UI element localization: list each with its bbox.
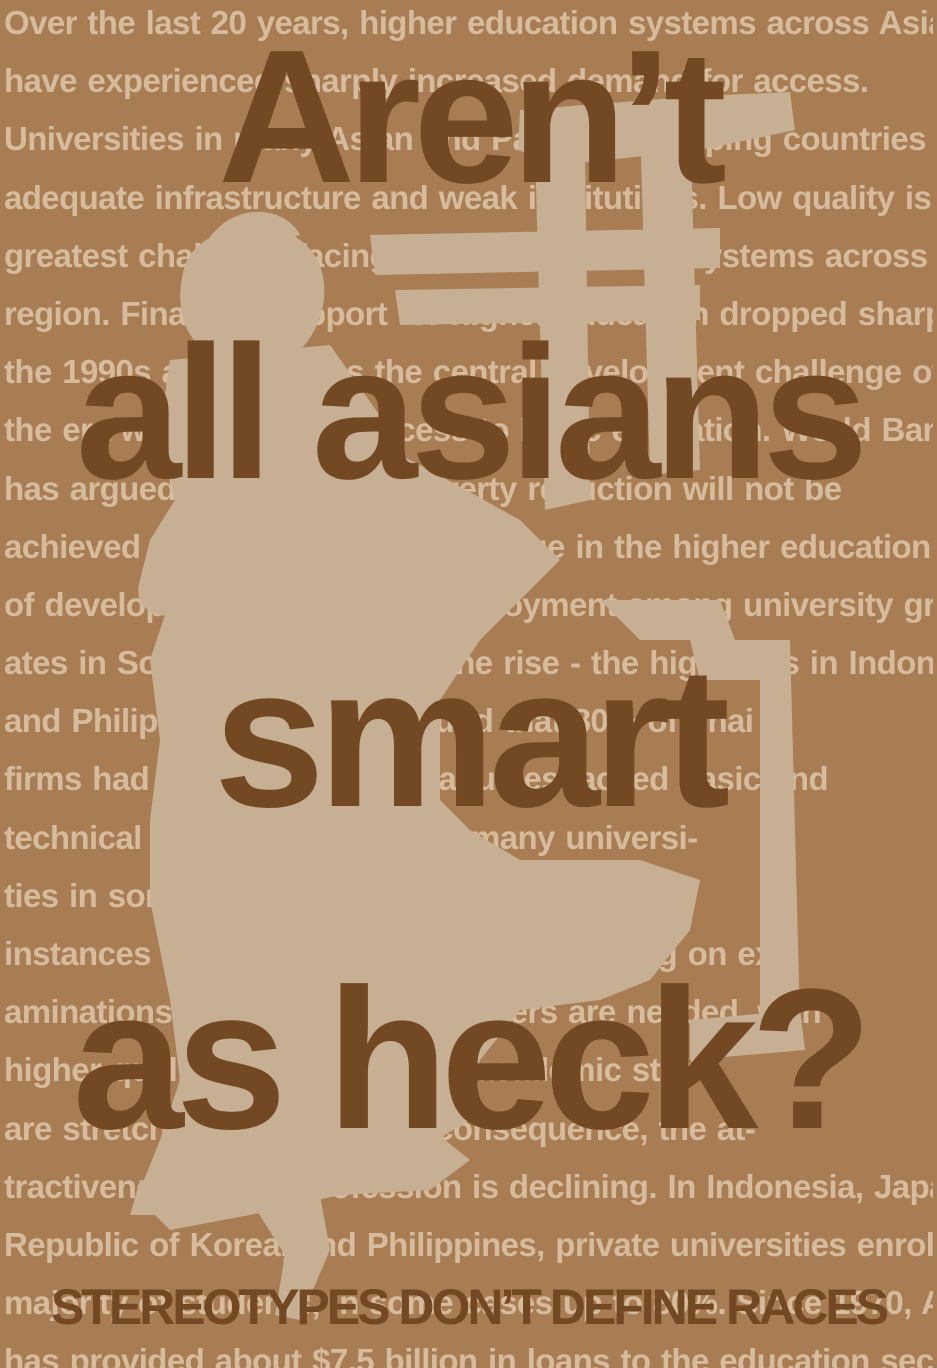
background-text-line: the era was expanding access to basic ed… [4,411,933,449]
silhouette-shapes [130,92,805,1320]
background-text-line: the 1990s and 2000s as the central devel… [4,353,933,391]
headline-line-1: Aren’t [218,11,727,223]
background-text-line: have experienced sharply increased deman… [4,62,869,100]
background-text-line: has provided about $7.5 billion in loans… [4,1342,933,1368]
background-text-line: majority of students, in some cases up t… [4,1284,933,1322]
background-text-line: Over the last 20 years, higher education… [4,4,933,41]
headline-line-4: as heck? [72,948,872,1171]
headline-line-3: smart [213,626,731,849]
tagline: STEREOTYPES DON’T DEFINE RACES [50,1279,889,1335]
headline-line-2: all asians [75,307,869,519]
background-text-line: Republic of Korea, and Philippines, priv… [4,1225,933,1263]
background-text-line: adequate infrastructure and weak institu… [4,178,933,216]
